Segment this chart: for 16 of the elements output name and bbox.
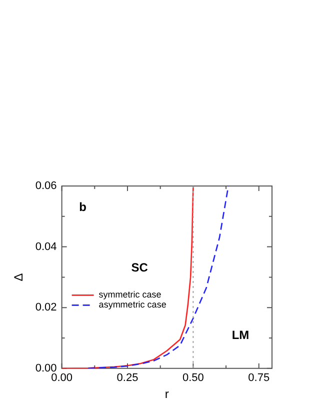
annotation: LM [232, 328, 250, 342]
y-axis-title: Δ [12, 273, 26, 282]
y-tick-label: 0.06 [35, 180, 57, 192]
legend-label: symmetric case [98, 290, 162, 300]
y-tick-label: 0.02 [35, 302, 57, 314]
y-tick-label: 0.04 [35, 240, 57, 253]
x-tick-label: 0.50 [182, 372, 204, 384]
x-tick-label: 0.25 [116, 372, 138, 384]
y-tick-label: 0.00 [35, 362, 57, 374]
x-tick-label: 0.00 [51, 372, 73, 384]
x-tick-label: 0.75 [248, 372, 270, 384]
line-series [87, 186, 230, 368]
annotation: SC [131, 260, 148, 274]
x-axis-title: r [164, 387, 169, 402]
legend-label: asymmetric case [98, 300, 166, 310]
annotation: b [79, 200, 86, 214]
